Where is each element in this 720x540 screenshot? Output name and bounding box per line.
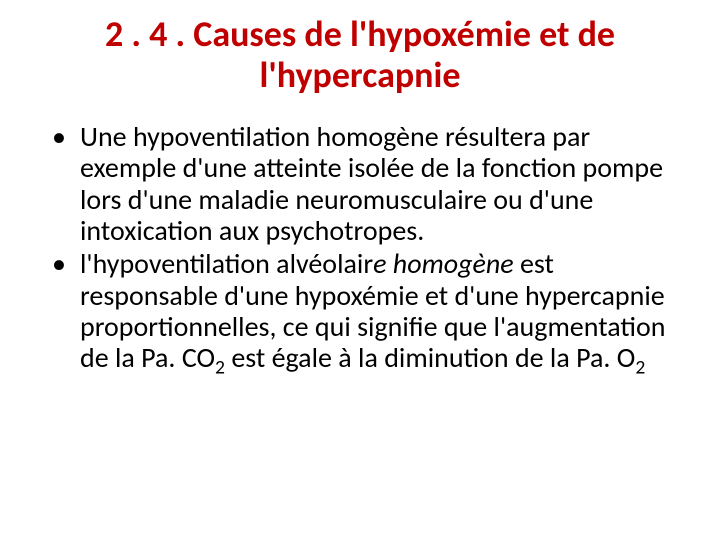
- bullet-text: Une hypoventilation homogène résultera p…: [80, 119, 663, 248]
- list-item: Une hypoventilation homogène résultera p…: [80, 121, 688, 246]
- bullet-text-italic: e homogène: [373, 246, 520, 281]
- slide-title: 2 . 4 . Causes de l'hypoxémie et de l'hy…: [56, 14, 664, 97]
- subscript: 2: [215, 356, 225, 380]
- list-item: l'hypoventilation alvéolaire homogène es…: [80, 248, 688, 373]
- bullet-text-post2: est égale à la diminution de la Pa. O: [225, 340, 635, 375]
- subscript: 2: [635, 356, 645, 380]
- slide: 2 . 4 . Causes de l'hypoxémie et de l'hy…: [0, 0, 720, 540]
- bullet-list: Une hypoventilation homogène résultera p…: [32, 121, 688, 374]
- bullet-text-pre: l'hypoventilation alvéolair: [80, 246, 373, 281]
